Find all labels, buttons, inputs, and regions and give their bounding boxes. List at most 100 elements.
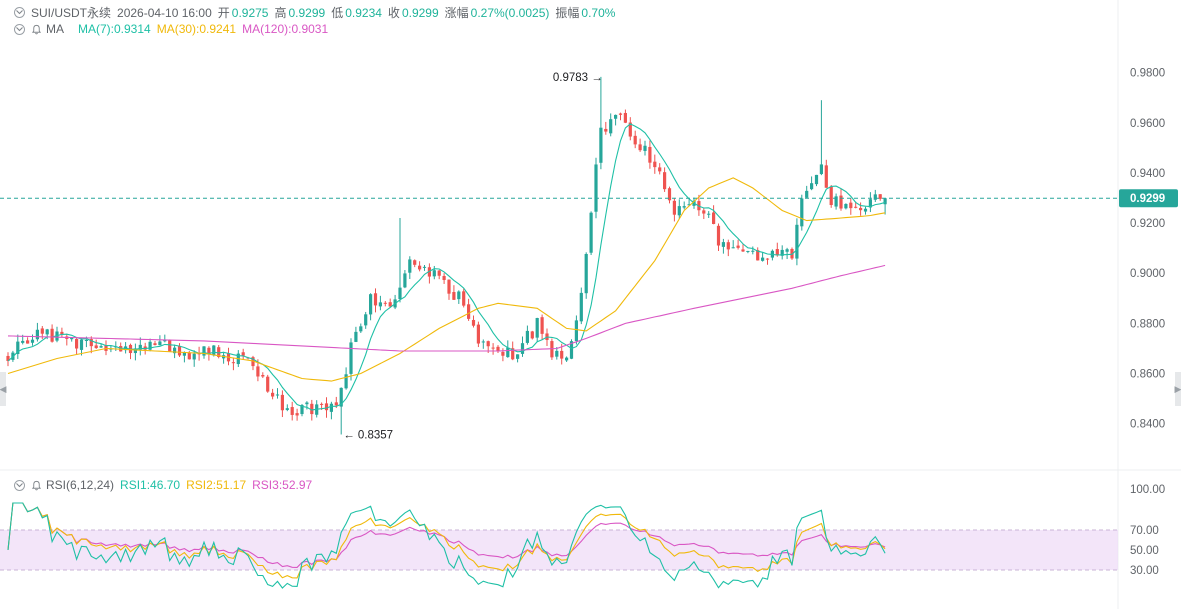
candle-body — [285, 408, 289, 410]
ma-collapse-chevron-icon[interactable] — [14, 23, 25, 35]
candle-body — [40, 328, 44, 334]
change-label: 涨幅 — [444, 6, 469, 20]
ma-lines — [7, 123, 886, 411]
candle-body — [168, 339, 172, 352]
candle-body — [275, 394, 280, 396]
candle-body — [133, 348, 137, 354]
candle-body — [16, 341, 20, 355]
candle-body — [344, 374, 348, 389]
candle-body — [212, 345, 216, 356]
rsi3-value: RSI3:52.97 — [252, 478, 313, 492]
collapse-chevron-icon[interactable] — [14, 7, 25, 18]
ohlc-header: SUI/USDT永续 2026-04-10 16:00 开 0.9275 高 0… — [0, 4, 621, 21]
candle-body — [741, 249, 745, 252]
amplitude-label: 振幅 — [555, 6, 580, 20]
candle-body — [663, 172, 667, 190]
candle-body — [628, 122, 632, 137]
candle-body — [6, 355, 10, 361]
price-tick-label: 0.9000 — [1130, 268, 1165, 280]
candle-body — [45, 329, 49, 335]
candle-body — [775, 249, 779, 256]
alert-bell-icon[interactable] — [31, 24, 42, 35]
rsi-tick-label: 30.00 — [1130, 565, 1159, 577]
candle-body — [496, 346, 500, 351]
last-price-tag — [1119, 189, 1178, 208]
candle-body — [863, 208, 868, 212]
rsi-collapse-chevron-icon[interactable] — [14, 479, 25, 491]
candle-body — [359, 326, 363, 332]
candle-body — [780, 249, 784, 256]
candle-body — [712, 212, 716, 224]
rsi-alert-bell-icon[interactable] — [31, 480, 42, 491]
candle-body — [339, 387, 343, 407]
candle-body — [26, 340, 30, 344]
candle-body — [148, 341, 152, 350]
candle-body — [290, 407, 294, 415]
candle-body — [638, 144, 642, 151]
candle-body — [726, 242, 730, 250]
scroll-right-handle[interactable]: ▶ — [1175, 372, 1181, 406]
candle-body — [501, 351, 505, 356]
candle-body — [231, 362, 235, 364]
candle-body — [658, 167, 662, 172]
candle-body — [300, 405, 304, 415]
candle-body — [609, 119, 613, 134]
candle-body — [202, 346, 206, 356]
candle-body — [295, 413, 299, 416]
candle-body — [408, 259, 412, 273]
ma-label: MA — [46, 22, 64, 36]
candle-body — [324, 403, 329, 411]
candle-body — [373, 293, 378, 306]
rsi-legend: RSI(6,12,24) RSI1:46.70 RSI2:51.17 RSI3:… — [0, 478, 318, 492]
candle-body — [800, 198, 804, 227]
candle-body — [35, 329, 39, 340]
candle-body — [849, 202, 853, 209]
candle-body — [677, 206, 681, 216]
ma7-line — [7, 123, 886, 411]
candle-body — [217, 347, 221, 357]
candle-body — [418, 265, 422, 270]
candle-body — [805, 190, 809, 198]
candle-body — [633, 135, 637, 145]
candle-body — [138, 344, 142, 350]
candle-body — [75, 338, 79, 349]
candle-body — [427, 267, 431, 277]
candle-body — [814, 174, 819, 185]
candle-body — [266, 376, 270, 392]
candle-body — [643, 145, 647, 151]
ma30-line — [7, 177, 886, 382]
candle-body — [89, 339, 93, 347]
candle-body — [873, 194, 877, 200]
candle-body — [569, 341, 574, 359]
candle-body — [364, 314, 368, 326]
candle-body — [810, 183, 814, 190]
scroll-left-handle[interactable]: ◀ — [0, 372, 6, 406]
candle-body — [437, 270, 441, 276]
candle-body — [844, 203, 848, 209]
ma7-value: MA(7):0.9314 — [78, 22, 151, 36]
candle-body — [280, 394, 284, 411]
rsi3-line — [7, 502, 886, 568]
chart-annotations: 0.9299 0.9783 → ← 0.8357 — [0, 72, 1178, 441]
rsi-tick-label: 100.00 — [1130, 484, 1165, 496]
candle-body — [50, 328, 54, 342]
candle-body — [555, 350, 559, 357]
candle-body — [413, 260, 417, 265]
price-tick-label: 0.9200 — [1130, 218, 1165, 230]
candle-body — [565, 357, 569, 361]
candle-body — [824, 165, 828, 188]
candle-body — [623, 112, 627, 123]
candle-body — [457, 291, 461, 300]
candle-body — [707, 213, 711, 215]
ma30-value: MA(30):0.9241 — [156, 22, 237, 36]
min-price-annotation: ← 0.8357 — [343, 429, 393, 441]
candle-body — [574, 320, 578, 342]
candle-body — [378, 302, 382, 307]
candle-body — [21, 340, 25, 343]
candle-body — [158, 341, 162, 346]
candle-body — [751, 250, 755, 252]
candle-body — [207, 347, 211, 355]
candle-body — [785, 249, 789, 252]
